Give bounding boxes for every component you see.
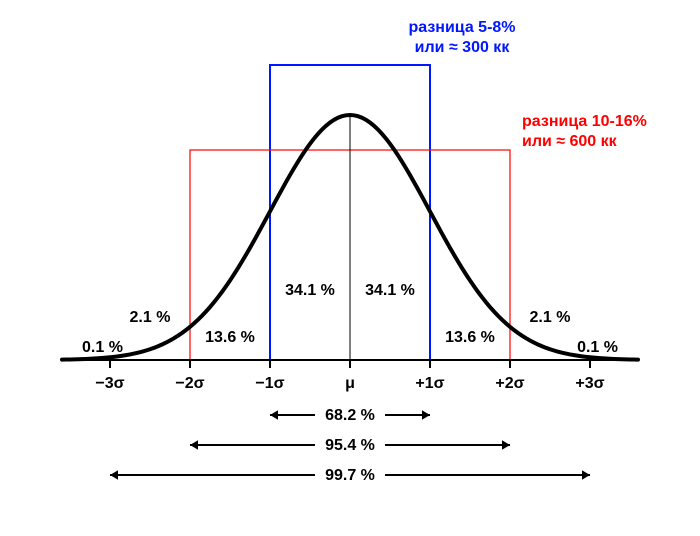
normal-distribution-chart: −3σ −2σ −1σ μ +1σ +2σ +3σ 0.1 % 2.1 % 13.6 % 34.1 …	[0, 0, 700, 536]
range-percent: 99.7 %	[325, 467, 375, 484]
two-sigma-annotation-line2: или ≈ 600 кк	[522, 133, 618, 150]
arrowhead-icon	[582, 470, 590, 480]
arrowhead-icon	[502, 440, 510, 450]
region-percent: 13.6 %	[205, 329, 255, 346]
region-percent: 2.1 %	[530, 309, 571, 326]
range-percent: 68.2 %	[325, 407, 375, 424]
two-sigma-annotation-line1: разница 10-16%	[522, 113, 647, 130]
tick-label: −3σ	[95, 375, 124, 392]
region-percent: 2.1 %	[130, 309, 171, 326]
arrowhead-icon	[422, 410, 430, 420]
region-percent: 13.6 %	[445, 329, 495, 346]
arrowhead-icon	[110, 470, 118, 480]
one-sigma-annotation-line2: или ≈ 300 кк	[415, 39, 511, 56]
tick-label: μ	[345, 375, 355, 392]
one-sigma-annotation-line1: разница 5-8%	[408, 19, 515, 36]
region-percent: 34.1 %	[285, 282, 335, 299]
region-percent: 34.1 %	[365, 282, 415, 299]
tick-label: +3σ	[575, 375, 604, 392]
region-percent: 0.1 %	[82, 339, 123, 356]
tick-label: −1σ	[255, 375, 284, 392]
range-percent: 95.4 %	[325, 437, 375, 454]
arrowhead-icon	[190, 440, 198, 450]
tick-label: −2σ	[175, 375, 204, 392]
arrowhead-icon	[270, 410, 278, 420]
region-percent: 0.1 %	[577, 339, 618, 356]
tick-label: +1σ	[415, 375, 444, 392]
tick-label: +2σ	[495, 375, 524, 392]
